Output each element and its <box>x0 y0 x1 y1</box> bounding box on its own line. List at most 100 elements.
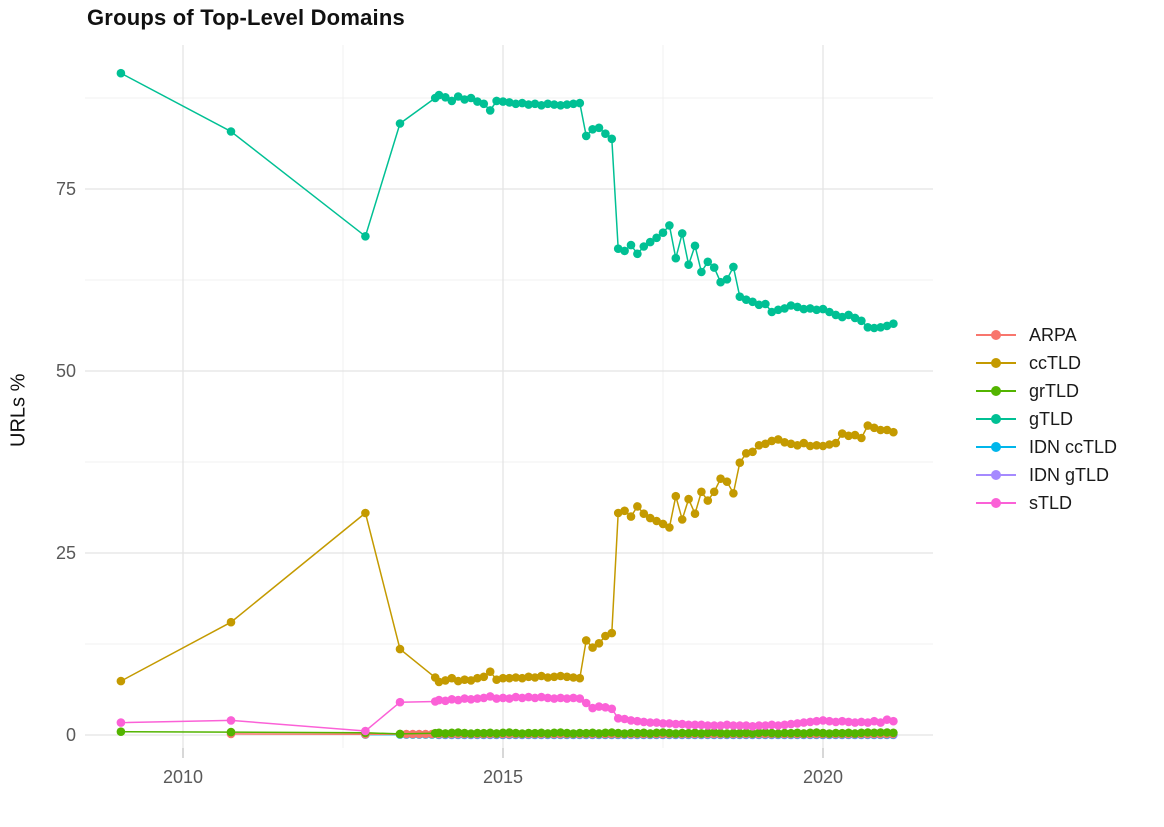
data-point <box>607 704 617 714</box>
data-point <box>844 728 853 738</box>
data-point <box>684 494 693 504</box>
data-point <box>748 297 757 307</box>
data-point <box>116 718 126 727</box>
data-point <box>645 237 655 247</box>
data-point <box>652 718 661 727</box>
data-point <box>447 96 457 106</box>
data-point <box>543 99 553 109</box>
data-point <box>537 728 546 738</box>
legend-label: ARPA <box>1029 324 1077 345</box>
data-point <box>607 134 617 144</box>
data-point <box>116 727 126 736</box>
data-point <box>441 93 450 102</box>
data-point <box>665 523 674 532</box>
legend-label: gTLD <box>1029 408 1074 429</box>
y-tick-label: 0 <box>66 725 76 745</box>
data-point <box>831 438 841 448</box>
data-point <box>754 721 764 730</box>
data-point <box>562 100 572 109</box>
data-point <box>703 257 713 267</box>
data-point <box>684 260 693 270</box>
data-point <box>434 728 444 738</box>
data-point <box>684 720 693 730</box>
data-point <box>869 728 879 738</box>
chart-title: Groups of Top-Level Domains <box>87 5 405 30</box>
data-point <box>543 729 553 738</box>
data-point <box>825 716 834 726</box>
data-point <box>361 232 370 241</box>
data-point <box>492 694 501 703</box>
data-point <box>697 267 706 277</box>
data-point <box>361 726 370 736</box>
data-point <box>805 304 815 313</box>
data-point <box>466 729 476 738</box>
data-point <box>697 729 706 738</box>
data-point <box>569 729 578 738</box>
legend-label: IDN gTLD <box>1029 464 1110 485</box>
data-point <box>116 68 126 78</box>
data-point <box>805 717 815 727</box>
data-point <box>645 729 655 738</box>
data-point <box>633 716 642 726</box>
data-point <box>626 240 636 250</box>
data-point <box>226 727 236 737</box>
data-point <box>805 441 815 451</box>
series-line <box>120 424 894 683</box>
data-point <box>498 693 508 703</box>
data-point <box>581 636 591 645</box>
data-point <box>226 617 236 627</box>
data-point <box>837 728 847 738</box>
data-point <box>850 313 860 323</box>
data-point <box>812 728 821 737</box>
data-point <box>684 728 693 738</box>
y-tick-label: 25 <box>56 543 76 563</box>
data-point <box>671 729 681 738</box>
data-point <box>690 509 700 518</box>
data-point <box>825 307 834 317</box>
data-point <box>799 729 809 738</box>
data-point <box>729 262 738 272</box>
data-point <box>505 728 514 737</box>
data-point <box>703 721 713 730</box>
data-point <box>639 509 649 518</box>
legend-label: IDN ccTLD <box>1029 436 1118 457</box>
data-point <box>780 304 789 313</box>
data-point <box>226 716 236 725</box>
data-point <box>601 728 610 738</box>
data-point <box>511 728 521 738</box>
data-point <box>671 253 681 263</box>
legend-key-icon <box>976 441 1016 453</box>
data-point <box>517 693 527 703</box>
data-point <box>677 719 687 729</box>
data-point <box>722 720 732 730</box>
data-point <box>447 695 457 704</box>
data-point <box>492 96 501 106</box>
data-point <box>466 695 476 704</box>
data-point <box>665 728 674 738</box>
data-point <box>729 721 738 730</box>
data-point <box>761 439 770 449</box>
data-point <box>703 728 713 738</box>
data-point <box>716 474 725 484</box>
data-point <box>441 729 450 738</box>
legend-item-idn-gtld: IDN gTLD <box>976 461 1117 489</box>
x-tick-label: 2010 <box>163 767 203 787</box>
data-point <box>473 728 482 738</box>
data-point <box>709 721 719 730</box>
data-point <box>786 728 796 738</box>
data-point <box>818 716 828 725</box>
data-point <box>863 718 873 727</box>
data-point <box>479 728 489 738</box>
data-point <box>703 496 713 505</box>
data-point <box>658 728 668 737</box>
data-point <box>607 628 617 638</box>
data-point <box>773 305 783 315</box>
data-point <box>434 695 444 705</box>
data-point <box>748 722 757 731</box>
data-point <box>620 246 629 256</box>
data-point <box>633 728 642 738</box>
data-point <box>863 728 873 737</box>
data-point <box>524 692 533 702</box>
data-point <box>453 676 463 686</box>
